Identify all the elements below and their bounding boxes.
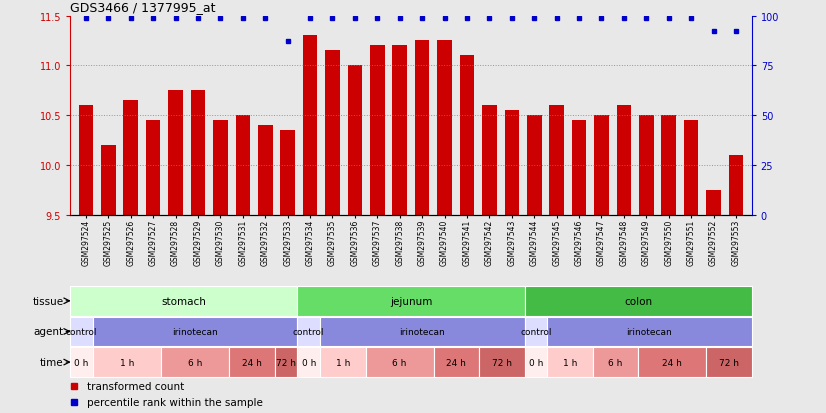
Text: control: control: [293, 327, 325, 336]
Text: stomach: stomach: [161, 296, 206, 306]
Text: control: control: [520, 327, 552, 336]
Bar: [616, 106, 631, 215]
Bar: [297, 347, 320, 377]
Bar: [93, 317, 297, 347]
Bar: [638, 347, 706, 377]
Bar: [70, 317, 93, 347]
Bar: [392, 46, 407, 215]
Text: 24 h: 24 h: [446, 358, 467, 367]
Bar: [482, 106, 496, 215]
Text: irinotecan: irinotecan: [400, 327, 445, 336]
Bar: [169, 91, 183, 215]
Bar: [594, 116, 609, 215]
Bar: [191, 91, 206, 215]
Bar: [161, 347, 229, 377]
Bar: [325, 51, 339, 215]
Bar: [706, 190, 721, 215]
Bar: [525, 317, 548, 347]
Bar: [93, 347, 161, 377]
Bar: [78, 106, 93, 215]
Bar: [548, 347, 593, 377]
Bar: [213, 121, 228, 215]
Bar: [230, 347, 274, 377]
Bar: [123, 101, 138, 215]
Bar: [370, 46, 385, 215]
Text: 6 h: 6 h: [188, 358, 202, 367]
Text: transformed count: transformed count: [88, 381, 184, 391]
Bar: [101, 146, 116, 215]
Bar: [505, 111, 519, 215]
Bar: [572, 121, 586, 215]
Text: irinotecan: irinotecan: [627, 327, 672, 336]
Text: 6 h: 6 h: [608, 358, 623, 367]
Text: 72 h: 72 h: [719, 358, 739, 367]
Bar: [437, 41, 452, 215]
Bar: [460, 56, 474, 215]
Text: colon: colon: [624, 296, 653, 306]
Bar: [684, 121, 699, 215]
Bar: [525, 286, 752, 316]
Text: 0 h: 0 h: [74, 358, 88, 367]
Bar: [320, 347, 366, 377]
Bar: [280, 131, 295, 215]
Bar: [729, 156, 743, 215]
Bar: [258, 126, 273, 215]
Bar: [415, 41, 430, 215]
Bar: [662, 116, 676, 215]
Text: control: control: [66, 327, 97, 336]
Bar: [70, 286, 297, 316]
Bar: [434, 347, 479, 377]
Bar: [365, 347, 434, 377]
Text: 1 h: 1 h: [335, 358, 350, 367]
Bar: [593, 347, 638, 377]
Text: 1 h: 1 h: [563, 358, 577, 367]
Text: 24 h: 24 h: [242, 358, 262, 367]
Text: 6 h: 6 h: [392, 358, 406, 367]
Bar: [348, 66, 362, 215]
Text: 24 h: 24 h: [662, 358, 682, 367]
Text: irinotecan: irinotecan: [173, 327, 218, 336]
Bar: [297, 317, 320, 347]
Text: agent: agent: [33, 327, 64, 337]
Text: percentile rank within the sample: percentile rank within the sample: [88, 397, 263, 407]
Bar: [303, 36, 317, 215]
Bar: [527, 116, 542, 215]
Text: 72 h: 72 h: [276, 358, 296, 367]
Bar: [479, 347, 525, 377]
Text: jejunum: jejunum: [390, 296, 432, 306]
Bar: [70, 347, 93, 377]
Bar: [639, 116, 653, 215]
Text: 0 h: 0 h: [529, 358, 543, 367]
Bar: [549, 106, 564, 215]
Text: GDS3466 / 1377995_at: GDS3466 / 1377995_at: [70, 1, 216, 14]
Bar: [320, 317, 525, 347]
Bar: [525, 347, 548, 377]
Bar: [706, 347, 752, 377]
Text: 72 h: 72 h: [491, 358, 512, 367]
Bar: [548, 317, 752, 347]
Text: time: time: [40, 357, 64, 367]
Text: 0 h: 0 h: [301, 358, 316, 367]
Text: tissue: tissue: [32, 296, 64, 306]
Bar: [274, 347, 297, 377]
Bar: [297, 286, 525, 316]
Text: 1 h: 1 h: [120, 358, 134, 367]
Bar: [235, 116, 250, 215]
Bar: [146, 121, 160, 215]
